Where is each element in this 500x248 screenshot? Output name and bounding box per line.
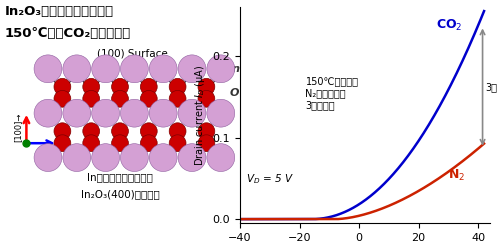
- Circle shape: [54, 123, 71, 140]
- Circle shape: [140, 78, 157, 95]
- Circle shape: [34, 55, 62, 83]
- Circle shape: [178, 55, 206, 83]
- Circle shape: [92, 55, 120, 83]
- Circle shape: [150, 55, 177, 83]
- Text: $V_D$ = 5 V: $V_D$ = 5 V: [246, 173, 294, 186]
- Circle shape: [169, 91, 186, 107]
- Circle shape: [34, 99, 62, 127]
- Circle shape: [63, 144, 90, 172]
- Circle shape: [34, 144, 62, 172]
- Text: 150℃でのCO₂検知に成功: 150℃でのCO₂検知に成功: [5, 27, 131, 40]
- Circle shape: [92, 144, 120, 172]
- Circle shape: [112, 91, 128, 107]
- Circle shape: [112, 123, 128, 140]
- Circle shape: [169, 135, 186, 152]
- Circle shape: [178, 99, 206, 127]
- Circle shape: [140, 135, 157, 152]
- Circle shape: [54, 135, 71, 152]
- Circle shape: [63, 99, 90, 127]
- Circle shape: [120, 144, 148, 172]
- Circle shape: [112, 78, 128, 95]
- Circle shape: [83, 78, 100, 95]
- Circle shape: [140, 91, 157, 107]
- Circle shape: [120, 55, 148, 83]
- Text: (100) Surface: (100) Surface: [96, 48, 168, 58]
- Circle shape: [150, 144, 177, 172]
- Text: O: O: [229, 88, 238, 98]
- Circle shape: [207, 99, 234, 127]
- Circle shape: [198, 78, 215, 95]
- Circle shape: [198, 91, 215, 107]
- Circle shape: [198, 123, 215, 140]
- Circle shape: [150, 99, 177, 127]
- Text: In: In: [229, 64, 241, 74]
- Text: In₂O₃極性表面を活用し，: In₂O₃極性表面を活用し，: [5, 5, 114, 18]
- Text: CO$_2$: CO$_2$: [436, 18, 463, 33]
- Text: [100]→: [100]→: [14, 113, 22, 142]
- Circle shape: [198, 135, 215, 152]
- Circle shape: [83, 123, 100, 140]
- Y-axis label: Drain current $I_D$ (μA): Drain current $I_D$ (μA): [193, 65, 207, 166]
- Circle shape: [54, 78, 71, 95]
- Circle shape: [83, 135, 100, 152]
- Text: In原子が最表面である: In原子が最表面である: [87, 172, 153, 182]
- Circle shape: [140, 123, 157, 140]
- Circle shape: [120, 99, 148, 127]
- Circle shape: [207, 144, 234, 172]
- Text: N$_2$: N$_2$: [448, 168, 466, 183]
- Circle shape: [92, 99, 120, 127]
- Circle shape: [54, 91, 71, 107]
- Circle shape: [169, 123, 186, 140]
- Text: 150℃での測定
N₂に対して，
3倍の感度: 150℃での測定 N₂に対して， 3倍の感度: [306, 77, 358, 110]
- Text: 3倍: 3倍: [486, 82, 498, 92]
- Circle shape: [207, 55, 234, 83]
- Circle shape: [63, 55, 90, 83]
- Circle shape: [112, 135, 128, 152]
- Text: In₂O₃(400)極性表面: In₂O₃(400)極性表面: [80, 189, 160, 199]
- Circle shape: [169, 78, 186, 95]
- Circle shape: [178, 144, 206, 172]
- Circle shape: [83, 91, 100, 107]
